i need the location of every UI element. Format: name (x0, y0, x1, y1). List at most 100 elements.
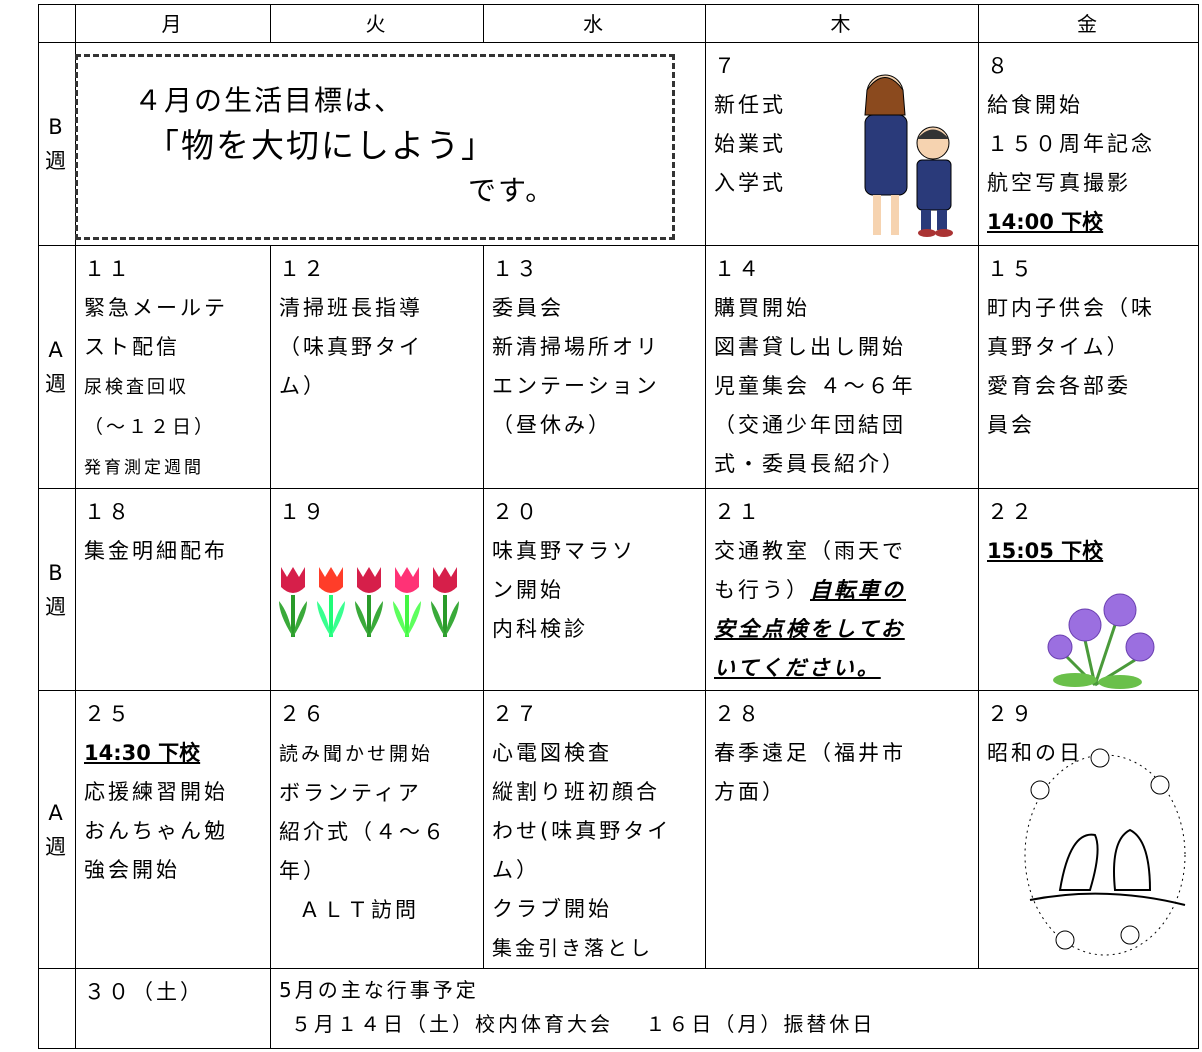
cell-line: 昭和の日 (987, 734, 1198, 773)
day-cell: ２６ 読み聞かせ開始 ボランティア 紹介式（４～６ 年） ＡＬＴ訪問 (270, 690, 484, 969)
cell-text: １５０周年記念 (987, 132, 1155, 156)
cell-line: 集金引き落とし (492, 929, 705, 968)
cell-text: ム） (279, 374, 327, 398)
day-cell: ２５ 14:30 下校 応援練習開始 おんちゃん勉 強会開始 (75, 690, 271, 969)
day-cell: ８ 給食開始 １５０周年記念 航空写真撮影 14:00 下校 (978, 42, 1199, 246)
cell-text: （交通少年団結団 (714, 413, 906, 437)
cell-line: １３ (492, 250, 705, 289)
cell-line: 方面） (714, 773, 978, 812)
cell-line: 尿検査回収 (84, 367, 270, 407)
cell-line: 始業式 (714, 125, 978, 164)
cell-line: いてください。 (714, 649, 978, 688)
cell-line: 14:30 下校 (84, 734, 270, 773)
cell-text: （味真野タイ (279, 335, 423, 359)
day-header: 金 (978, 4, 1199, 43)
cell-text: ２９ (987, 702, 1035, 726)
cell-line: 縦割り班初顔合 (492, 773, 705, 812)
cell-line: （味真野タイ (279, 328, 483, 367)
cell-text: ３０（土） (84, 980, 204, 1004)
cell-text: 員会 (987, 413, 1035, 437)
day-cell: ２７ 心電図検査 縦割り班初顔合 わせ(味真野タイ ム） クラブ開始 集金引き落とし (483, 690, 706, 969)
cell-line: 春季遠足（福井市 (714, 734, 978, 773)
cell-line: １４ (714, 250, 978, 289)
cell-text: 15:05 下校 (987, 539, 1104, 563)
cell-text: 年） (279, 859, 327, 883)
cell-line: （～１２日） (84, 407, 270, 447)
cell-line: ２９ (987, 695, 1198, 734)
cell-text: 週 (45, 149, 69, 173)
cell-line: 給食開始 (987, 86, 1198, 125)
week-row: B 週 ７ 新任式 始業式 入学式 ８ 給食開始 １５０周年記念 航空写真撮影 14:00 下校 (38, 42, 1199, 246)
cell-text: 購買開始 (714, 296, 810, 320)
day-cell: １２ 清掃班長指導 （味真野タイ ム） (270, 245, 484, 489)
cell-text: 月 (161, 11, 185, 36)
cell-line: 心電図検査 (492, 734, 705, 773)
day-cell: １８ 集金明細配布 (75, 488, 271, 691)
cell-line: １５ (987, 250, 1198, 289)
cell-text: 週 (45, 594, 69, 619)
goal-line: 「物を大切にしよう」 (146, 126, 496, 165)
cell-text: ５月１４日（土）校内体育大会 １６日（月）振替休日 (291, 1012, 876, 1036)
day-cell: ２８ 春季遠足（福井市 方面） (705, 690, 979, 969)
cell-text: おんちゃん勉 (84, 819, 228, 843)
cell-text: わせ(味真野タイ (492, 819, 672, 843)
cell-text: ２８ (714, 702, 762, 726)
cell-line: １５０周年記念 (987, 125, 1198, 164)
cell-text: いてください。 (714, 656, 881, 680)
cell-text: １４ (714, 257, 762, 281)
cell-line: ２７ (492, 695, 705, 734)
cell-text: １１ (84, 257, 132, 281)
day-cell: １５ 町内子供会（味 真野タイム） 愛育会各部委 員会 (978, 245, 1199, 489)
cell-text: 始業式 (714, 132, 786, 156)
goal-line: です。 (468, 174, 556, 207)
cell-line: B (40, 556, 75, 590)
cell-text: 緊急メールテ (84, 296, 228, 320)
day-header: 火 (270, 4, 484, 43)
cell-text: 入学式 (714, 171, 786, 195)
goal-line: ４月の生活目標は、 (134, 84, 405, 117)
cell-text: 委員会 (492, 296, 564, 320)
cell-text: １８ (84, 500, 132, 524)
cell-line: 児童集会 ４～６年 (714, 367, 978, 406)
cell-line: １１ (84, 250, 270, 289)
cell-text: 昭和の日 (987, 741, 1083, 765)
cell-line: スト配信 (84, 328, 270, 367)
day-cell: ２９ 昭和の日 (978, 690, 1199, 969)
cell-text: ２５ (84, 702, 132, 726)
cell-line: 緊急メールテ (84, 289, 270, 328)
cell-text: １９ (279, 500, 327, 524)
week-row: A 週 １１ 緊急メールテ スト配信 尿検査回収 （～１２日） 発育測定週間 １２ 清掃班長指導 （… (38, 245, 1199, 489)
cell-line: ン開始 (492, 571, 705, 610)
goal-cell (75, 42, 706, 246)
cell-line: 図書貸し出し開始 (714, 328, 978, 367)
cell-text: B (48, 115, 66, 139)
cell-line: 入学式 (714, 164, 978, 203)
goal-box: ４月の生活目標は、 「物を大切にしよう」 です。 (75, 54, 675, 240)
cell-text: B (48, 560, 66, 585)
cell-text: 14:30 下校 (84, 741, 201, 765)
week-row: ３０（土） 5月の主な行事予定 ５月１４日（土）校内体育大会 １６日（月）振替休日 (38, 968, 1199, 1049)
cell-text: ２０ (492, 500, 540, 524)
cell-text: 交通教室（雨天で (714, 539, 906, 563)
cell-line: ３０（土） (84, 973, 270, 1012)
cell-line: 週 (40, 590, 75, 624)
cell-line: A (40, 333, 75, 367)
cell-text: ２１ (714, 500, 762, 524)
cell-text: 集金引き落とし (492, 936, 653, 960)
cell-text: 町内子供会（味 (987, 296, 1155, 320)
cell-line: ５月１４日（土）校内体育大会 １６日（月）振替休日 (279, 1007, 1198, 1041)
cell-text: エンテーション (492, 374, 660, 398)
teacher-student-illustration (864, 74, 953, 237)
cell-line: 週 (40, 830, 75, 864)
day-cell: １１ 緊急メールテ スト配信 尿検査回収 （～１２日） 発育測定週間 (75, 245, 271, 489)
cell-line: 5月の主な行事予定 (279, 973, 1198, 1007)
cell-text: （～１２日） (84, 416, 217, 438)
cell-line: 週 (40, 144, 75, 178)
cell-line: 集金明細配布 (84, 532, 270, 571)
cell-text: 5月の主な行事予定 (279, 978, 479, 1002)
calendar-table: 月火水木金 B 週 ７ 新任式 始業式 入学式 ８ 給食開始 １５０周年記念 航空写真撮影 14:00… (38, 4, 1199, 1049)
cell-text: １５ (987, 257, 1035, 281)
